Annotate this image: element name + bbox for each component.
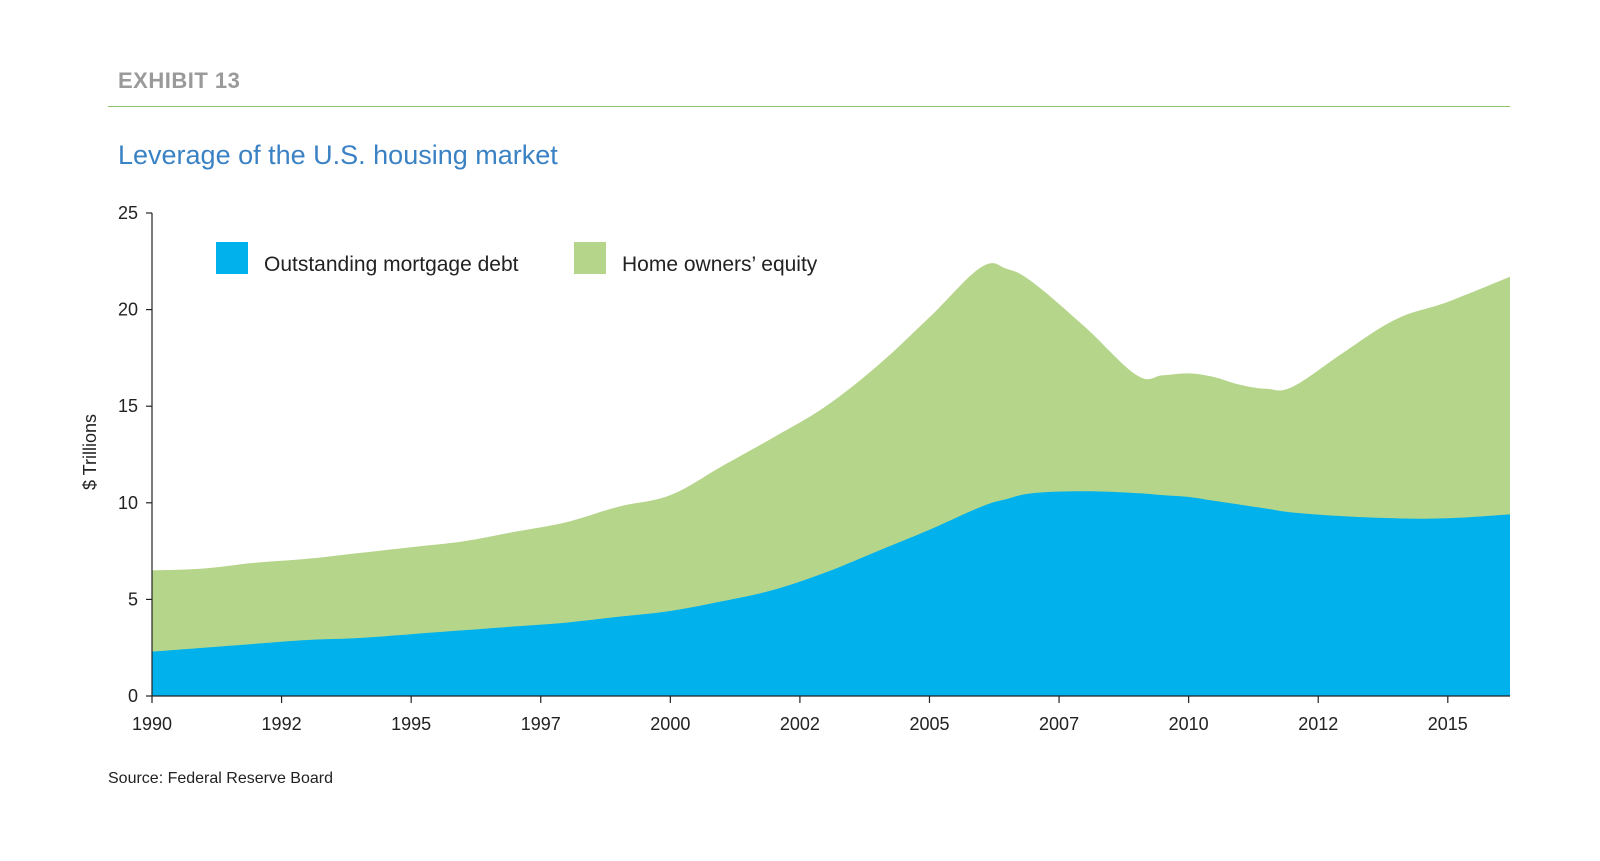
- x-tick-label: 2002: [780, 714, 820, 734]
- x-tick-label: 2015: [1428, 714, 1468, 734]
- chart-areas: [152, 263, 1510, 696]
- y-tick-label: 25: [118, 203, 138, 223]
- source-note: Source: Federal Reserve Board: [108, 770, 333, 787]
- legend-label-home-owners-equity: Home owners’ equity: [622, 253, 818, 276]
- x-tick-label: 1997: [521, 714, 561, 734]
- x-tick-label: 2005: [909, 714, 949, 734]
- exhibit-label: EXHIBIT 13: [118, 68, 241, 93]
- chart-axes: 0 5 10 15 20 25 1990 1992 1995 1997 2000 2002 2005 20…: [118, 203, 1510, 734]
- y-tick-label: 20: [118, 300, 138, 320]
- y-tick-label: 0: [128, 686, 138, 706]
- y-tick-label: 15: [118, 396, 138, 416]
- header-rule: [108, 106, 1510, 107]
- legend-label-mortgage-debt: Outstanding mortgage debt: [264, 253, 519, 276]
- area-outstanding-mortgage-debt: [152, 491, 1510, 696]
- y-tick-label: 5: [128, 589, 138, 609]
- x-tick-label: 2000: [650, 714, 690, 734]
- y-axis-title: $ Trillions: [80, 414, 100, 490]
- x-tick-label: 2010: [1169, 714, 1209, 734]
- x-tick-label: 1990: [132, 714, 172, 734]
- legend-swatch-home-owners-equity: [574, 242, 606, 274]
- x-tick-label: 2007: [1039, 714, 1079, 734]
- x-tick-label: 1992: [262, 714, 302, 734]
- x-tick-label: 1995: [391, 714, 431, 734]
- legend-swatch-mortgage-debt: [216, 242, 248, 274]
- chart-title: Leverage of the U.S. housing market: [118, 140, 558, 170]
- chart-legend: Outstanding mortgage debt Home owners’ eq…: [216, 242, 818, 276]
- x-tick-label: 2012: [1298, 714, 1338, 734]
- y-tick-label: 10: [118, 493, 138, 513]
